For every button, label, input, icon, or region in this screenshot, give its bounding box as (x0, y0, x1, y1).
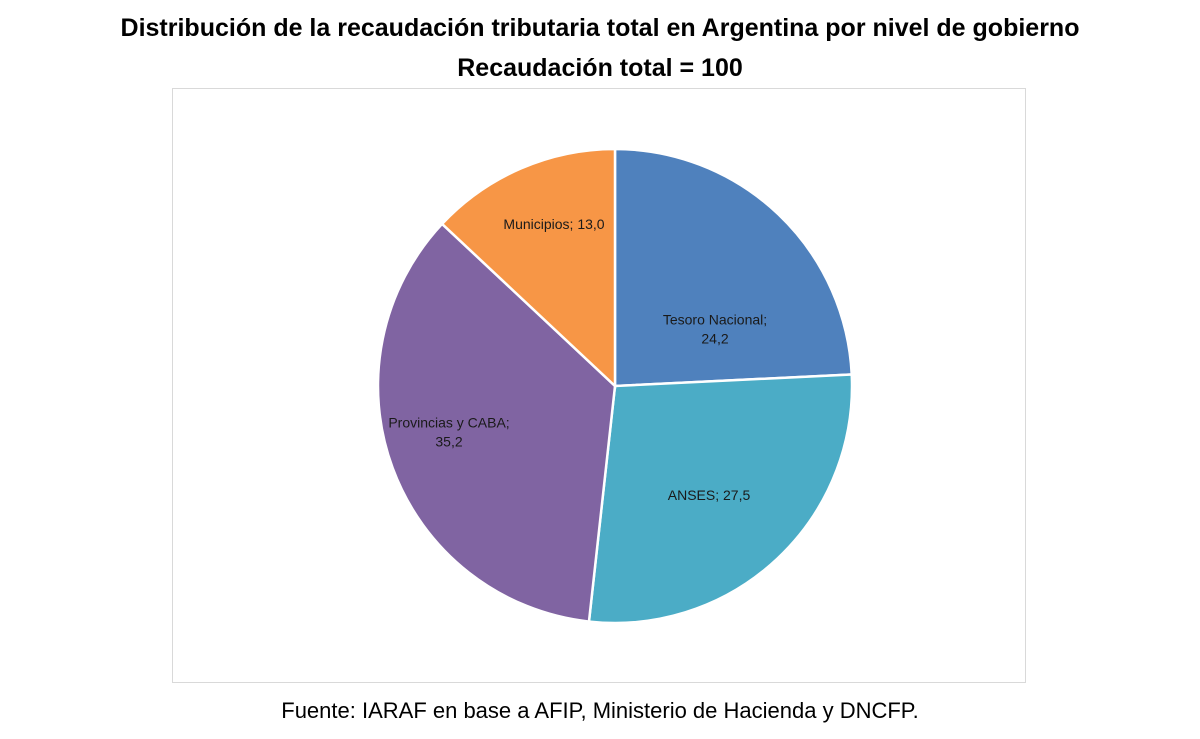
source-note: Fuente: IARAF en base a AFIP, Ministerio… (281, 698, 919, 723)
pie-slice-provincias-y-caba (376, 222, 617, 623)
data-label-anses: ANSES; 27,5 (668, 487, 751, 503)
chart-subtitle: Recaudación total = 100 (457, 54, 743, 82)
data-label-municipios: Municipios; 13,0 (503, 216, 604, 232)
data-label-tesoro-nacional: Tesoro Nacional; 24,2 (663, 312, 767, 347)
pie-chart: Tesoro Nacional; 24,2 ANSES; 27,5 Provincia… (376, 147, 854, 625)
pie-slice-municipios (440, 147, 617, 389)
data-label-provincias-y-caba: Provincias y CABA; 35,2 (388, 415, 509, 450)
pie-slice-tesoro-nacional (613, 147, 854, 388)
chart-area: Tesoro Nacional; 24,2 ANSES; 27,5 Provincia… (172, 88, 1026, 683)
pie-slice-anses (587, 373, 854, 625)
chart-title: Distribución de la recaudación tributari… (120, 14, 1080, 42)
